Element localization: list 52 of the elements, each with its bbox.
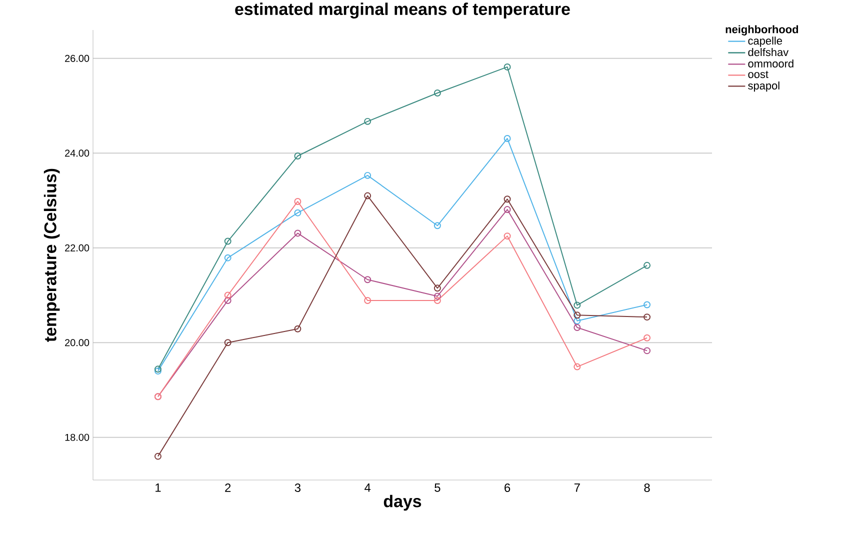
legend-label: oost (748, 70, 768, 78)
legend-label: ommoord (748, 59, 794, 68)
legend-label: delfshav (748, 48, 789, 56)
point (224, 339, 232, 346)
chart-title: estimated marginal means of temperature (235, 2, 570, 19)
point (224, 296, 232, 304)
x-tick-label: 8 (644, 484, 650, 492)
y-tick-label: 24.00 (65, 150, 90, 157)
point (434, 296, 441, 304)
point (364, 276, 372, 284)
point (434, 90, 441, 96)
x-tick-label: 5 (434, 484, 440, 492)
point (574, 324, 581, 331)
point (294, 209, 302, 216)
point (224, 238, 232, 245)
y-tick-label: 20.00 (65, 339, 90, 346)
x-tick-label: 4 (364, 484, 371, 492)
point (364, 192, 372, 200)
y-axis-title: temperature (Celsius) (44, 168, 60, 342)
point (574, 363, 581, 370)
point (574, 302, 581, 309)
point (504, 63, 511, 70)
point (434, 284, 441, 292)
x-tick-label: 2 (225, 484, 231, 492)
point (504, 196, 511, 203)
point (504, 134, 511, 142)
point (224, 292, 232, 299)
x-tick-label: 6 (504, 484, 510, 492)
point (224, 254, 232, 262)
point (364, 118, 372, 125)
y-tick-label: 22.00 (65, 244, 90, 252)
point (434, 222, 441, 230)
point (434, 292, 441, 300)
x-tick-label: 1 (156, 484, 161, 492)
x-tick-label: 3 (294, 484, 301, 492)
point (294, 152, 302, 160)
legend-title: neighborhood (726, 25, 798, 36)
point (294, 230, 302, 237)
y-tick-label: 26.00 (65, 54, 90, 62)
point (574, 317, 581, 324)
point (504, 206, 511, 214)
legend-label: capelle (748, 36, 782, 47)
point (574, 312, 581, 319)
point (294, 325, 302, 332)
x-tick-label: 7 (574, 484, 580, 492)
point (364, 172, 372, 179)
point (294, 198, 302, 205)
y-tick-label: 18.00 (65, 434, 90, 441)
point (504, 232, 511, 240)
point (364, 296, 372, 304)
x-axis-title: days (384, 494, 422, 511)
legend-label: spapol (748, 81, 780, 92)
